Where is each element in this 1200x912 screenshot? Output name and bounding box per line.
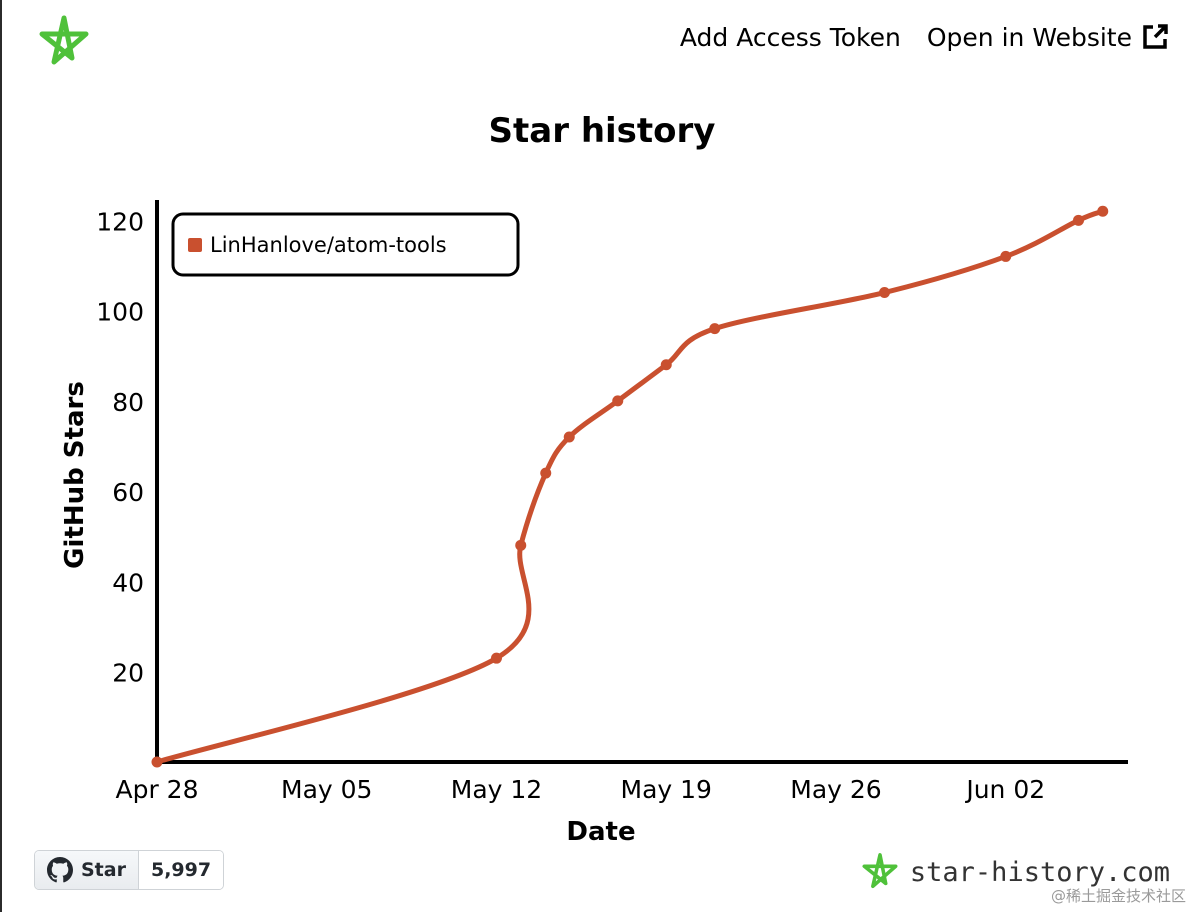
y-tick-label: 20 xyxy=(112,659,144,688)
legend-swatch xyxy=(188,238,202,252)
data-point xyxy=(660,359,672,371)
open-in-website-link[interactable]: Open in Website xyxy=(927,22,1170,52)
data-point xyxy=(709,323,721,335)
external-link-icon xyxy=(1143,24,1168,49)
data-point xyxy=(540,467,552,479)
github-star-button[interactable]: Star 5,997 xyxy=(34,850,225,890)
data-point xyxy=(1097,205,1109,217)
data-point xyxy=(1000,250,1012,262)
x-tick-labels: Apr 28 May 05 May 12 May 19 May 26 Jun 02 xyxy=(115,775,1045,804)
x-tick-label: Apr 28 xyxy=(115,775,198,804)
add-access-token-link[interactable]: Add Access Token xyxy=(679,22,901,52)
x-tick-label: May 05 xyxy=(281,775,372,804)
x-tick-label: May 12 xyxy=(451,775,542,804)
window-edge xyxy=(0,0,2,912)
data-point xyxy=(1073,214,1084,226)
data-point xyxy=(151,756,163,768)
x-tick-label: Jun 02 xyxy=(964,775,1045,804)
y-tick-labels: 20 40 60 80 100 120 xyxy=(96,207,144,687)
data-point xyxy=(491,652,502,664)
star-button-main[interactable]: Star xyxy=(35,851,139,889)
series-layer xyxy=(151,205,1109,768)
watermark: @稀土掘金技术社区 xyxy=(1050,887,1186,905)
y-tick-label: 100 xyxy=(96,298,144,327)
y-tick-label: 40 xyxy=(112,568,144,597)
star-label: Star xyxy=(81,859,126,881)
data-point xyxy=(879,287,890,299)
legend-label: LinHanlove/atom-tools xyxy=(210,233,447,257)
star-history-brand-icon xyxy=(862,853,898,889)
brand[interactable]: star-history.com xyxy=(860,852,1170,892)
chart-title: Star history xyxy=(489,111,716,151)
series-line xyxy=(154,208,1106,765)
y-tick-label: 120 xyxy=(96,207,144,236)
y-tick-label: 60 xyxy=(112,478,144,507)
star-count[interactable]: 5,997 xyxy=(138,851,224,889)
open-in-website-label: Open in Website xyxy=(926,22,1132,52)
x-axis-label: Date xyxy=(566,817,635,847)
github-icon xyxy=(47,857,73,883)
star-history-logo-icon[interactable] xyxy=(36,14,92,70)
x-tick-label: May 26 xyxy=(790,775,881,804)
brand-text: star-history.com xyxy=(909,856,1170,888)
legend: LinHanlove/atom-tools xyxy=(171,212,520,277)
y-axis-label: GitHub Stars xyxy=(60,381,90,569)
y-tick-label: 80 xyxy=(112,388,144,417)
x-tick-label: May 19 xyxy=(621,775,712,804)
header-links: Add Access Token Open in Website xyxy=(680,22,1170,52)
legend-box xyxy=(171,212,520,277)
data-point xyxy=(612,395,624,407)
data-point xyxy=(563,431,575,443)
data-point xyxy=(515,539,527,551)
